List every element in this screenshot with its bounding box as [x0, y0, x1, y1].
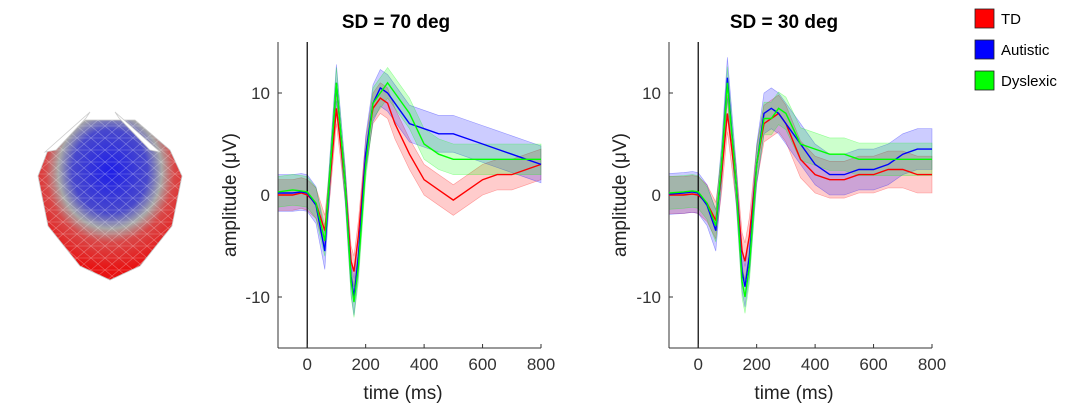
- y-tick-label: -10: [636, 288, 661, 307]
- series-line-dyslexic: [668, 82, 932, 298]
- series-line-autistic: [668, 77, 932, 287]
- y-axis-label: amplitude (μV): [220, 133, 241, 257]
- x-tick-label: 600: [468, 355, 496, 374]
- x-axis-label: time (ms): [363, 383, 442, 403]
- topomap-wedge-right: [114, 111, 162, 153]
- chart-panel-sd30: SD = 30 deg time (ms) amplitude (μV) 0 20…: [610, 12, 946, 403]
- topomap-wedge-left: [43, 111, 91, 153]
- chart-title: SD = 30 deg: [730, 12, 838, 33]
- x-tick-label: 0: [302, 355, 311, 374]
- legend-label-autistic: Autistic: [1001, 42, 1050, 59]
- y-tick-label: 10: [642, 84, 661, 103]
- y-tick-label: 0: [652, 186, 661, 205]
- x-tick-label: 200: [742, 355, 770, 374]
- error-band-td: [277, 82, 542, 287]
- y-axis-label: amplitude (μV): [610, 133, 631, 257]
- series-line-dyslexic: [277, 81, 541, 303]
- error-band-td: [668, 94, 933, 280]
- legend-label-dyslexic: Dyslexic: [1001, 73, 1057, 90]
- x-tick-label: 0: [693, 355, 702, 374]
- x-tick-label: 600: [859, 355, 887, 374]
- x-axis-label: time (ms): [754, 383, 833, 403]
- legend-swatch-td: [974, 8, 995, 29]
- legend-swatch-dyslexic: [974, 70, 995, 91]
- x-tick-label: 400: [801, 355, 829, 374]
- chart-panel-sd70: SD = 70 deg time (ms) amplitude (μV) 0 20…: [220, 12, 555, 403]
- x-tick-label: 200: [351, 355, 379, 374]
- x-tick-label: 800: [918, 355, 946, 374]
- y-tick-label: -10: [245, 288, 270, 307]
- error-band-dyslexic: [668, 66, 933, 314]
- legend-label-td: TD: [1001, 11, 1021, 28]
- x-tick-label: 400: [410, 355, 438, 374]
- chart-title: SD = 70 deg: [342, 12, 450, 33]
- x-tick-label: 800: [527, 355, 555, 374]
- scalp-topomap: [37, 111, 183, 281]
- y-tick-label: 10: [251, 84, 270, 103]
- legend: TD Autistic Dyslexic: [974, 8, 1057, 91]
- legend-swatch-autistic: [974, 39, 995, 60]
- y-tick-label: 0: [261, 186, 270, 205]
